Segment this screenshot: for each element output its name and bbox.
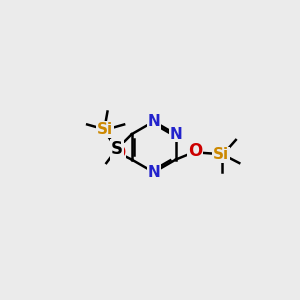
Text: Si: Si (97, 122, 113, 137)
Text: O: O (188, 142, 203, 160)
Text: N: N (169, 127, 182, 142)
Text: O: O (111, 144, 125, 162)
Text: S: S (111, 140, 123, 158)
Text: Si: Si (213, 148, 229, 163)
Text: N: N (147, 114, 160, 129)
Text: N: N (147, 165, 160, 180)
